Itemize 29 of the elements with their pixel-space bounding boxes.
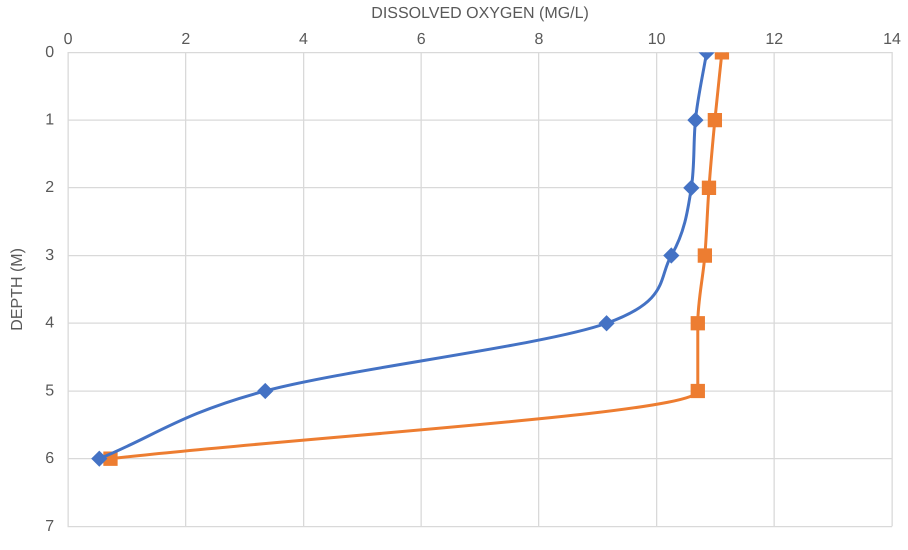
x-tick-label: 14: [883, 31, 901, 48]
x-tick-label: 8: [534, 31, 544, 48]
y-tick-label: 1: [45, 112, 54, 129]
point: [258, 383, 273, 398]
x-axis-title: DISSOLVED OXYGEN (MG/L): [371, 5, 589, 22]
x-tick-label: 10: [648, 31, 666, 48]
point: [690, 384, 705, 398]
y-tick-label: 5: [45, 382, 54, 400]
point: [708, 112, 722, 128]
y-tick-label: 4: [45, 314, 54, 332]
point: [599, 316, 614, 331]
y-axis-title: DEPTH (M): [9, 248, 26, 331]
point: [688, 112, 703, 128]
y-tick-label: 3: [45, 246, 54, 264]
point: [664, 248, 679, 264]
x-tick-label: 6: [416, 31, 426, 48]
point: [698, 248, 712, 263]
x-tick-label: 0: [64, 31, 73, 48]
y-tick-label: 6: [45, 450, 54, 468]
point: [92, 451, 107, 466]
x-tick-label: 2: [181, 31, 190, 48]
y-tick-label: 2: [45, 179, 54, 196]
x-tick-label: 4: [299, 31, 308, 48]
x-tick-label: 12: [765, 31, 784, 48]
point: [684, 180, 699, 196]
y-tick-label: 7: [45, 518, 54, 535]
point: [702, 180, 716, 195]
point: [690, 316, 705, 330]
y-tick-label: 0: [45, 44, 54, 61]
